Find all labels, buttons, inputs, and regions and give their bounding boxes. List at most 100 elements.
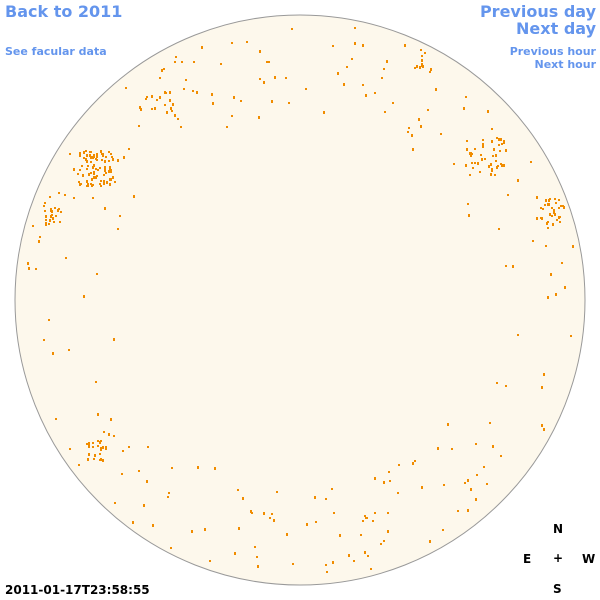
back-link[interactable]: Back to 2011 bbox=[5, 2, 123, 21]
facula bbox=[102, 446, 104, 449]
facula bbox=[266, 61, 268, 63]
facula bbox=[480, 154, 482, 156]
facula bbox=[254, 546, 256, 548]
facula bbox=[475, 443, 477, 445]
facula bbox=[97, 413, 99, 416]
facular-data-link[interactable]: See facular data bbox=[5, 45, 107, 58]
facula bbox=[82, 174, 84, 177]
facula bbox=[122, 450, 124, 452]
facula bbox=[159, 77, 161, 79]
facula bbox=[492, 155, 494, 157]
facula bbox=[104, 207, 106, 210]
facula bbox=[177, 118, 179, 120]
facula bbox=[346, 66, 348, 68]
facula bbox=[220, 63, 222, 65]
facula bbox=[138, 470, 140, 472]
facula bbox=[79, 183, 81, 186]
facula bbox=[96, 155, 98, 158]
facula bbox=[151, 95, 153, 98]
facula bbox=[420, 49, 422, 51]
facula bbox=[404, 44, 406, 47]
facula bbox=[103, 174, 105, 176]
facula bbox=[87, 183, 89, 186]
facula bbox=[52, 352, 54, 355]
facula bbox=[469, 174, 471, 176]
facula bbox=[466, 140, 468, 142]
facula bbox=[453, 163, 455, 165]
facula bbox=[60, 211, 62, 213]
facula bbox=[79, 152, 81, 155]
facula bbox=[558, 216, 560, 219]
facula bbox=[161, 69, 163, 72]
previous-hour-link[interactable]: Previous hour bbox=[509, 45, 596, 58]
facula bbox=[553, 209, 555, 212]
facula bbox=[95, 176, 97, 179]
facula bbox=[193, 61, 195, 63]
facula bbox=[65, 257, 67, 259]
compass-south: S bbox=[553, 582, 562, 596]
facula bbox=[93, 154, 95, 156]
facula bbox=[381, 77, 383, 79]
facula bbox=[286, 533, 288, 536]
facula bbox=[83, 157, 85, 159]
previous-day-link[interactable]: Previous day bbox=[479, 2, 596, 21]
facula bbox=[164, 104, 166, 106]
facula bbox=[212, 102, 214, 105]
facula bbox=[163, 68, 165, 70]
facula bbox=[114, 502, 116, 504]
facula bbox=[547, 203, 549, 206]
facula bbox=[159, 96, 161, 99]
facula bbox=[73, 168, 75, 171]
compass-center: + bbox=[553, 551, 564, 565]
facula bbox=[140, 108, 142, 111]
facula bbox=[81, 165, 83, 167]
next-hour-link[interactable]: Next hour bbox=[534, 58, 597, 71]
facula bbox=[554, 213, 556, 216]
facula bbox=[558, 199, 560, 201]
facula bbox=[86, 443, 88, 445]
facula bbox=[27, 262, 29, 265]
facula bbox=[86, 180, 88, 183]
facula bbox=[491, 168, 493, 171]
facula bbox=[408, 127, 410, 129]
facula bbox=[226, 126, 228, 128]
facula bbox=[259, 50, 261, 53]
facula bbox=[451, 448, 453, 450]
facula bbox=[501, 143, 503, 145]
facula bbox=[128, 148, 130, 150]
facula bbox=[549, 213, 551, 216]
next-day-link[interactable]: Next day bbox=[516, 19, 596, 38]
facula bbox=[125, 87, 127, 89]
facula bbox=[181, 61, 183, 63]
facula bbox=[392, 102, 394, 104]
facula bbox=[172, 103, 174, 105]
facula bbox=[99, 453, 101, 455]
facula bbox=[99, 167, 101, 169]
facula bbox=[234, 552, 236, 555]
facula bbox=[112, 158, 114, 161]
facula bbox=[106, 181, 108, 184]
facula bbox=[92, 184, 94, 186]
facula bbox=[117, 228, 119, 230]
facula bbox=[353, 560, 355, 562]
facula bbox=[44, 202, 46, 204]
facula bbox=[468, 214, 470, 217]
facula bbox=[412, 148, 414, 151]
facula bbox=[481, 158, 483, 161]
facula bbox=[242, 497, 244, 500]
facula bbox=[500, 138, 502, 141]
facula bbox=[496, 382, 498, 384]
facula bbox=[85, 158, 87, 161]
facula bbox=[457, 510, 459, 512]
facula bbox=[337, 72, 339, 75]
facula bbox=[414, 460, 416, 462]
facula bbox=[271, 100, 273, 103]
facula bbox=[146, 480, 148, 483]
facula bbox=[498, 144, 500, 146]
facula bbox=[110, 171, 112, 173]
facula bbox=[192, 90, 194, 92]
facula bbox=[132, 521, 134, 524]
facula bbox=[108, 433, 110, 436]
facula bbox=[214, 467, 216, 470]
facula bbox=[482, 145, 484, 148]
